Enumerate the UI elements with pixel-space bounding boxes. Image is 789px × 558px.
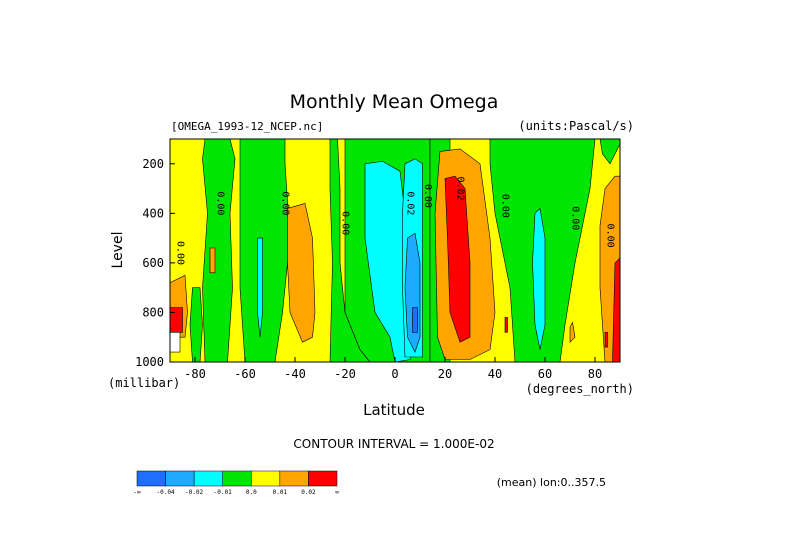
plot-area <box>170 139 620 362</box>
x-axis-label: Latitude <box>363 401 425 419</box>
colorbar-swatch-1 <box>165 470 195 487</box>
contour-region-12 <box>532 207 546 350</box>
colorbar-swatch-3 <box>222 470 252 487</box>
y-unit-label: (millibar) <box>108 376 180 390</box>
x-tick-label-2: -40 <box>284 367 306 381</box>
colorbar-label-3: -0.01 <box>214 489 232 496</box>
x-tick-label-7: 60 <box>538 367 552 381</box>
x-tick-label-8: 80 <box>588 367 602 381</box>
chart-title: Monthly Mean Omega <box>290 91 499 113</box>
contour-label-9: 0.00 <box>605 224 616 248</box>
y-tick-label-2: 600 <box>142 256 164 270</box>
colorbar-swatch-4 <box>251 470 281 487</box>
contour-label-0: 0.00 <box>175 241 186 265</box>
x-tick-label-0: -80 <box>184 367 206 381</box>
contour-region-11 <box>257 237 263 338</box>
contour-interval-text: CONTOUR INTERVAL = 1.000E-02 <box>293 437 494 451</box>
contour-label-5: 0.00 <box>422 184 433 208</box>
contour-region-22 <box>612 257 620 362</box>
contour-label-2: 0.00 <box>280 191 291 215</box>
contour-region-13 <box>404 232 421 353</box>
colorbar-swatch-6 <box>308 470 338 487</box>
contour-region-24 <box>604 332 608 348</box>
y-axis-ticks: 200 400 600 800 1000 <box>135 157 175 369</box>
contour-region-26 <box>170 332 181 353</box>
colorbar-label-4: 0.0 <box>246 489 257 496</box>
colorbar-label-2: -0.02 <box>185 489 203 496</box>
y-tick-label-0: 200 <box>142 157 164 171</box>
contour-label-3: 0.00 <box>340 211 351 235</box>
y-tick-label-4: 1000 <box>135 355 164 369</box>
units-label: (units:Pascal/s) <box>518 119 634 133</box>
contour-region-8 <box>189 287 203 362</box>
x-tick-label-4: 0 <box>391 367 398 381</box>
y-axis-label: Level <box>110 232 126 269</box>
contour-region-2 <box>239 139 291 362</box>
contour-region-7 <box>599 139 620 165</box>
contour-label-4: 0.02 <box>405 191 416 215</box>
x-unit-label: (degrees_north) <box>526 382 634 396</box>
colorbar-swatch-2 <box>193 470 223 487</box>
x-axis-ticks: -80 -60 -40 -20 0 20 40 60 80 <box>184 357 602 381</box>
colorbar-swatch-0 <box>136 470 166 487</box>
x-tick-label-1: -60 <box>234 367 256 381</box>
x-tick-label-3: -20 <box>334 367 356 381</box>
colorbar-label-1: -0.04 <box>157 489 175 496</box>
y-tick-label-3: 800 <box>142 305 164 319</box>
colorbar-label-0: -∞ <box>133 489 141 496</box>
contour-region-21 <box>444 175 471 343</box>
footer-text: (mean) lon:0..357.5 <box>497 476 606 489</box>
contour-label-6: 0.02 <box>455 177 466 201</box>
contour-label-1: 0.00 <box>215 191 226 215</box>
x-tick-label-5: 20 <box>438 367 452 381</box>
contour-region-14 <box>412 307 418 333</box>
colorbar-label-5: 0.01 <box>273 489 288 496</box>
y-tick-label-1: 400 <box>142 206 164 220</box>
contour-region-16 <box>209 247 216 274</box>
contour-region-15 <box>287 203 316 343</box>
contour-label-8: 0.00 <box>570 206 581 230</box>
contour-region-20 <box>569 321 576 343</box>
contour-labels: 0.00 0.00 0.00 0.00 0.02 0.00 0.02 0.00 0.00 0.00 <box>175 177 616 265</box>
contour-region-1 <box>202 139 236 362</box>
x-tick-label-6: 40 <box>488 367 502 381</box>
contour-region-23 <box>170 307 183 333</box>
dataset-label: [OMEGA_1993-12_NCEP.nc] <box>171 120 323 133</box>
colorbar: -∞ -0.04 -0.02 -0.01 0.0 0.01 0.02 ∞ <box>133 470 339 496</box>
colorbar-swatch-5 <box>279 470 309 487</box>
colorbar-label-7: ∞ <box>335 489 339 496</box>
colorbar-label-6: 0.02 <box>301 489 316 496</box>
contour-label-7: 0.00 <box>500 194 511 218</box>
contour-region-25 <box>504 317 508 333</box>
